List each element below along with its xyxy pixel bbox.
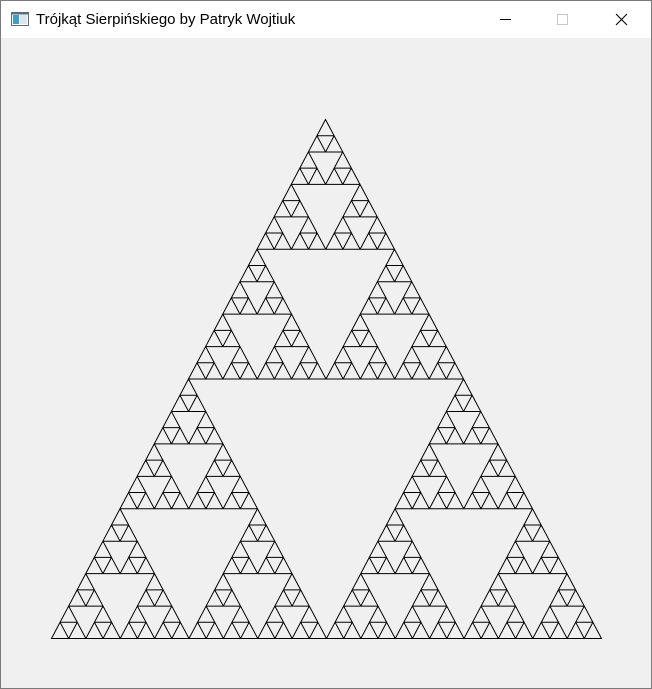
- app-window-icon: [11, 12, 29, 26]
- sierpinski-triangle: [50, 118, 603, 639]
- window-title: Trójkąt Sierpińskiego by Patryk Wojtiuk: [36, 11, 296, 28]
- maximize-button[interactable]: [534, 1, 592, 38]
- minimize-button[interactable]: [476, 1, 534, 38]
- minimize-icon: [500, 19, 511, 20]
- close-button[interactable]: [593, 1, 651, 38]
- maximize-icon: [557, 14, 568, 25]
- sierpinski-triangle-lines: [50, 118, 603, 639]
- canvas-area: [1, 38, 651, 688]
- title-bar[interactable]: Trójkąt Sierpińskiego by Patryk Wojtiuk: [1, 1, 651, 38]
- close-icon: [615, 13, 628, 26]
